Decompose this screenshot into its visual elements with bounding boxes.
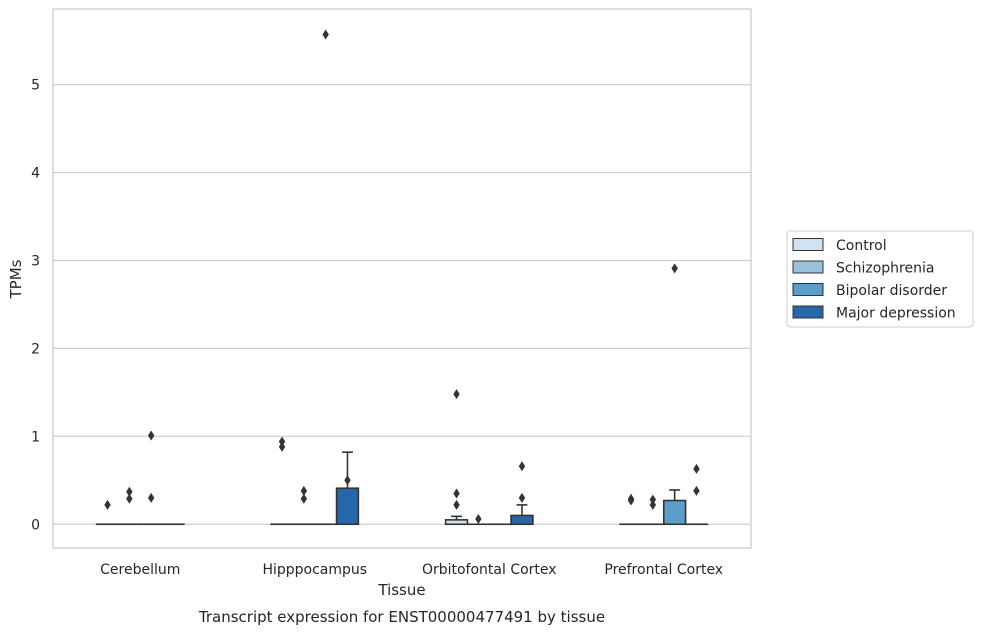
series-schizophrenia (117, 485, 665, 526)
box-body (335, 487, 360, 526)
x-tick-label: Orbitofontal Cortex (422, 562, 557, 578)
y-tick-label: 0 (31, 517, 40, 533)
y-tick-labels: 0 1 2 3 4 5 (31, 78, 40, 534)
box (662, 263, 687, 526)
outlier-point (147, 430, 155, 441)
legend-item: Bipolar disorder (792, 283, 947, 299)
legend-frame (786, 230, 974, 328)
outlier-point (300, 485, 308, 496)
outlier-point (649, 499, 657, 510)
legend-item: Control (792, 238, 887, 254)
legend-swatch (792, 305, 824, 319)
box (444, 389, 469, 526)
y-tick-label: 2 (31, 341, 40, 357)
y-axis-title: TPMs (7, 259, 25, 299)
y-tick-label: 1 (31, 429, 40, 445)
box-body (662, 499, 687, 526)
legend-item: Major depression (792, 305, 956, 322)
chart-caption: Transcript expression for ENST0000047749… (198, 608, 605, 626)
box (95, 499, 120, 526)
legend-label: Control (836, 238, 887, 254)
outlier-point (475, 513, 482, 524)
box-plot-series (95, 29, 709, 526)
outlier-point (147, 492, 155, 503)
outlier-point (649, 494, 657, 505)
x-tick-label: Prefrontal Cortex (604, 562, 723, 578)
box (270, 436, 294, 526)
outlier-point (453, 499, 460, 510)
legend-label: Bipolar disorder (836, 283, 947, 299)
outlier-point (693, 485, 700, 496)
outlier-point (627, 493, 635, 504)
outlier-point (344, 475, 351, 486)
box (313, 29, 338, 526)
legend-swatch (792, 238, 824, 251)
outlier-point (518, 492, 526, 503)
plot-frame (52, 8, 752, 549)
box (641, 494, 665, 526)
legend-swatch (792, 283, 824, 296)
series-bipolar-disorder (139, 29, 687, 526)
box-body (510, 514, 534, 526)
outlier-point (453, 488, 460, 499)
outlier-point (518, 461, 526, 472)
y-tick-label: 5 (31, 78, 40, 94)
outlier-point (104, 499, 111, 510)
legend-item: Schizophrenia (792, 260, 934, 277)
box (510, 461, 534, 526)
x-axis-title: Tissue (377, 581, 425, 599)
legend-label: Schizophrenia (836, 261, 934, 277)
series-major-depression (161, 451, 709, 526)
series-control (95, 389, 643, 526)
grid-lines (53, 84, 751, 525)
y-tick-label: 3 (31, 253, 40, 269)
box (619, 493, 643, 526)
outlier-point (322, 29, 329, 40)
legend-swatch (792, 260, 824, 274)
outlier-point (693, 463, 700, 474)
box (466, 513, 491, 526)
outlier-point (300, 493, 308, 504)
box (117, 486, 142, 526)
box (139, 430, 163, 526)
box (684, 463, 709, 526)
outlier-point (278, 441, 286, 452)
x-tick-label: Hipppocampus (262, 562, 367, 578)
box (292, 485, 316, 526)
x-tick-labels: Cerebellum Hipppocampus Orbitofontal Corte… (100, 562, 723, 578)
y-tick-label: 4 (31, 166, 40, 182)
x-tick-label: Cerebellum (100, 562, 180, 578)
box (335, 451, 360, 526)
outlier-point (126, 493, 133, 504)
outlier-point (126, 486, 133, 497)
legend: Control Schizophrenia Bipolar disorder Majo… (786, 230, 974, 328)
outlier-point (671, 263, 678, 274)
outlier-point (278, 436, 286, 447)
outlier-point (453, 389, 460, 400)
legend-label: Major depression (836, 306, 956, 322)
